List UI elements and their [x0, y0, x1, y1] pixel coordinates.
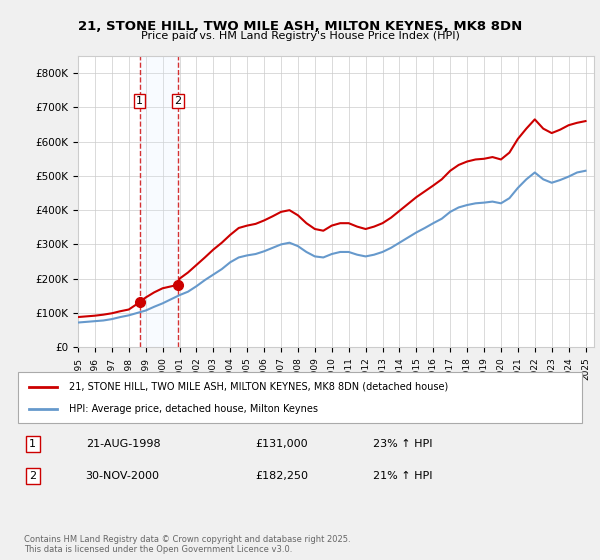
Bar — [140, 56, 178, 347]
Text: 30-NOV-2000: 30-NOV-2000 — [86, 471, 160, 481]
Text: 1: 1 — [29, 439, 36, 449]
Text: 21, STONE HILL, TWO MILE ASH, MILTON KEYNES, MK8 8DN: 21, STONE HILL, TWO MILE ASH, MILTON KEY… — [78, 20, 522, 32]
Text: 2: 2 — [29, 471, 37, 481]
Text: 21-AUG-1998: 21-AUG-1998 — [86, 439, 160, 449]
Text: £131,000: £131,000 — [255, 439, 308, 449]
FancyBboxPatch shape — [18, 372, 582, 423]
Text: 1: 1 — [136, 96, 143, 106]
Text: Price paid vs. HM Land Registry's House Price Index (HPI): Price paid vs. HM Land Registry's House … — [140, 31, 460, 41]
Text: 23% ↑ HPI: 23% ↑ HPI — [373, 439, 433, 449]
Text: £182,250: £182,250 — [255, 471, 308, 481]
Text: Contains HM Land Registry data © Crown copyright and database right 2025.
This d: Contains HM Land Registry data © Crown c… — [24, 535, 350, 554]
Text: 21, STONE HILL, TWO MILE ASH, MILTON KEYNES, MK8 8DN (detached house): 21, STONE HILL, TWO MILE ASH, MILTON KEY… — [69, 381, 448, 391]
Text: 21% ↑ HPI: 21% ↑ HPI — [373, 471, 433, 481]
Text: HPI: Average price, detached house, Milton Keynes: HPI: Average price, detached house, Milt… — [69, 404, 318, 414]
Text: 2: 2 — [175, 96, 182, 106]
